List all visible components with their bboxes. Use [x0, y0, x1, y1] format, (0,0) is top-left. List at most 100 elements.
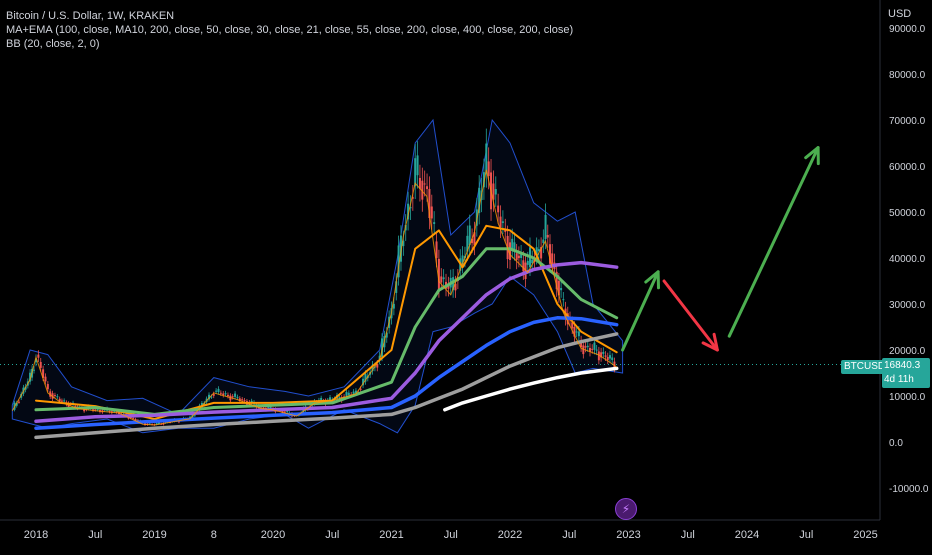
ma-purple-line	[34, 260, 619, 424]
candle-body	[217, 388, 220, 393]
ticker-label: BTCUSD	[841, 360, 889, 374]
candle-body	[222, 393, 225, 396]
candle-body	[354, 390, 357, 394]
candle-body	[428, 189, 431, 219]
candle-body	[604, 355, 607, 357]
candle-body	[509, 242, 511, 260]
candle-body	[461, 255, 464, 265]
candle-body	[60, 400, 63, 402]
candle-body	[409, 207, 412, 209]
candle-body	[537, 249, 540, 252]
candle-body	[582, 345, 585, 355]
time-tick-label: Jul	[444, 529, 458, 541]
time-tick-label: Jul	[325, 529, 339, 541]
candle-body	[411, 197, 414, 199]
candle-body	[546, 235, 549, 238]
candle-body	[452, 277, 455, 291]
candle-body	[39, 361, 42, 368]
candle-body	[433, 222, 436, 224]
candle-body	[267, 406, 270, 409]
candle-body	[535, 247, 538, 256]
candle-body	[286, 409, 289, 413]
candle-body	[560, 288, 563, 291]
candle-body	[513, 242, 516, 252]
arrow-up-projection	[621, 270, 660, 352]
candle-body	[46, 384, 49, 390]
candle-body	[58, 398, 61, 402]
candle-body	[597, 351, 600, 361]
candle-body	[219, 392, 222, 394]
time-tick-label: 2020	[261, 529, 285, 541]
candle-body	[49, 391, 52, 397]
price-tick-label: 80000.0	[889, 70, 926, 81]
candle-body	[281, 410, 284, 413]
candle-body	[591, 348, 594, 350]
candle-body	[515, 253, 518, 261]
candle-body	[473, 232, 476, 246]
bollinger-band	[11, 118, 624, 434]
candle-body	[466, 235, 469, 252]
candle-body	[352, 391, 355, 394]
candle-body	[37, 354, 40, 358]
candle-body	[562, 299, 565, 301]
candle-body	[416, 155, 419, 176]
time-tick-label: 2023	[616, 529, 640, 541]
candle-body	[548, 244, 551, 264]
time-tick-label: Jul	[681, 529, 695, 541]
candle-body	[224, 393, 227, 395]
candle-body	[238, 398, 241, 402]
last-price-box: 16840.3 4d 11h	[882, 358, 930, 388]
candle-body	[426, 186, 429, 190]
candle-body	[157, 422, 160, 425]
candle-body	[586, 345, 589, 348]
candle-body	[33, 369, 36, 371]
time-tick-label: 2024	[735, 529, 759, 541]
candle-body	[108, 410, 111, 412]
indicator-bollinger[interactable]: BB (20, close, 2, 0)	[6, 38, 100, 50]
symbol-title[interactable]: Bitcoin / U.S. Dollar, 1W, KRAKEN	[6, 10, 175, 22]
candle-body	[577, 331, 580, 337]
candle-body	[430, 206, 433, 219]
candle-body	[606, 356, 609, 361]
candle-body	[442, 277, 445, 280]
candle-body	[269, 405, 272, 409]
candle-body	[212, 394, 215, 396]
candle-body	[155, 423, 158, 425]
lightning-icon[interactable]: ⚡	[615, 498, 637, 520]
candle-body	[504, 229, 507, 232]
candle-body	[542, 239, 545, 244]
candle-body	[208, 394, 211, 400]
candle-body	[423, 183, 426, 185]
arrow-long-up-projection	[727, 146, 820, 338]
candle-body	[193, 415, 196, 417]
candle-body	[418, 177, 421, 189]
indicator-ma-ema[interactable]: MA+EMA (100, close, MA10, 200, close, 50…	[6, 24, 574, 36]
candle-body	[584, 346, 587, 348]
candle-body	[56, 396, 59, 398]
candle-body	[437, 258, 440, 291]
time-tick-label: Jul	[799, 529, 813, 541]
arrow-long-up-projection-shaft	[727, 146, 820, 338]
candle-body	[42, 369, 45, 378]
arrow-up-projection-head	[644, 270, 660, 290]
price-tick-label: 40000.0	[889, 254, 926, 265]
candle-body	[402, 240, 405, 247]
candle-body	[555, 271, 558, 290]
arrow-up-projection-shaft	[621, 270, 660, 352]
price-tick-label: 10000.0	[889, 392, 926, 403]
candle-body	[551, 253, 554, 265]
chart-legend: Bitcoin / U.S. Dollar, 1W, KRAKEN MA+EMA…	[6, 9, 573, 51]
candle-body	[440, 276, 443, 283]
candle-body	[611, 357, 614, 361]
candle-body	[494, 189, 497, 195]
candle-body	[17, 401, 20, 403]
candle-body	[262, 407, 265, 409]
candle-body	[92, 409, 95, 411]
candle-body	[588, 347, 591, 352]
candle-body	[497, 205, 500, 213]
candle-body	[593, 342, 596, 350]
currency-unit: USD	[888, 8, 912, 20]
arrow-down-projection	[662, 279, 719, 352]
